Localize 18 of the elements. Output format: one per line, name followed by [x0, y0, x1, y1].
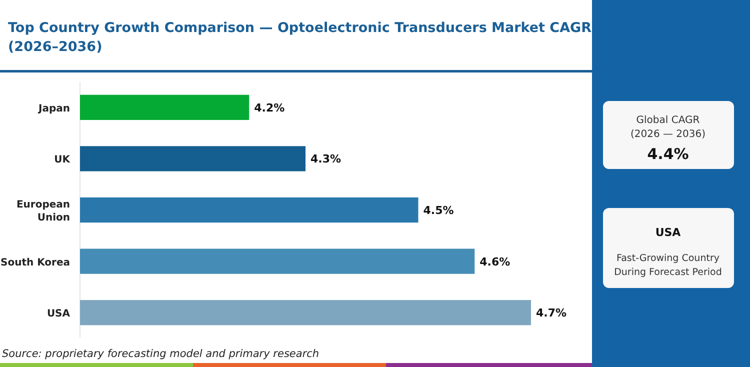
y-tick-label: Japan	[38, 103, 70, 114]
text: Global CAGR	[636, 115, 700, 126]
y-tick-label: South Korea	[0, 257, 70, 268]
text: 4.4%	[647, 145, 689, 163]
text: USA	[655, 226, 682, 239]
data-label: 4.7%	[536, 306, 567, 320]
y-tick-label: UK	[54, 154, 72, 166]
text: During Forecast Period	[614, 267, 722, 278]
source-note: Source: proprietary forecasting model and primary research	[2, 348, 320, 360]
y-tick-label: European Union	[16, 200, 70, 224]
text: (2026 — 2036)	[630, 129, 706, 140]
data-label: 4.6%	[480, 255, 510, 268]
data-label: 4.5%	[423, 204, 454, 217]
data-label: 4.2%	[254, 101, 285, 114]
y-tick-label: USA	[46, 308, 70, 320]
chart-title: Top Country Growth Comparison — Optoelectronic Transducers Market CAGR (2026–2036)	[8, 20, 592, 55]
data-label: 4.3%	[310, 152, 342, 166]
text: Fast-Growing Country	[616, 253, 720, 264]
